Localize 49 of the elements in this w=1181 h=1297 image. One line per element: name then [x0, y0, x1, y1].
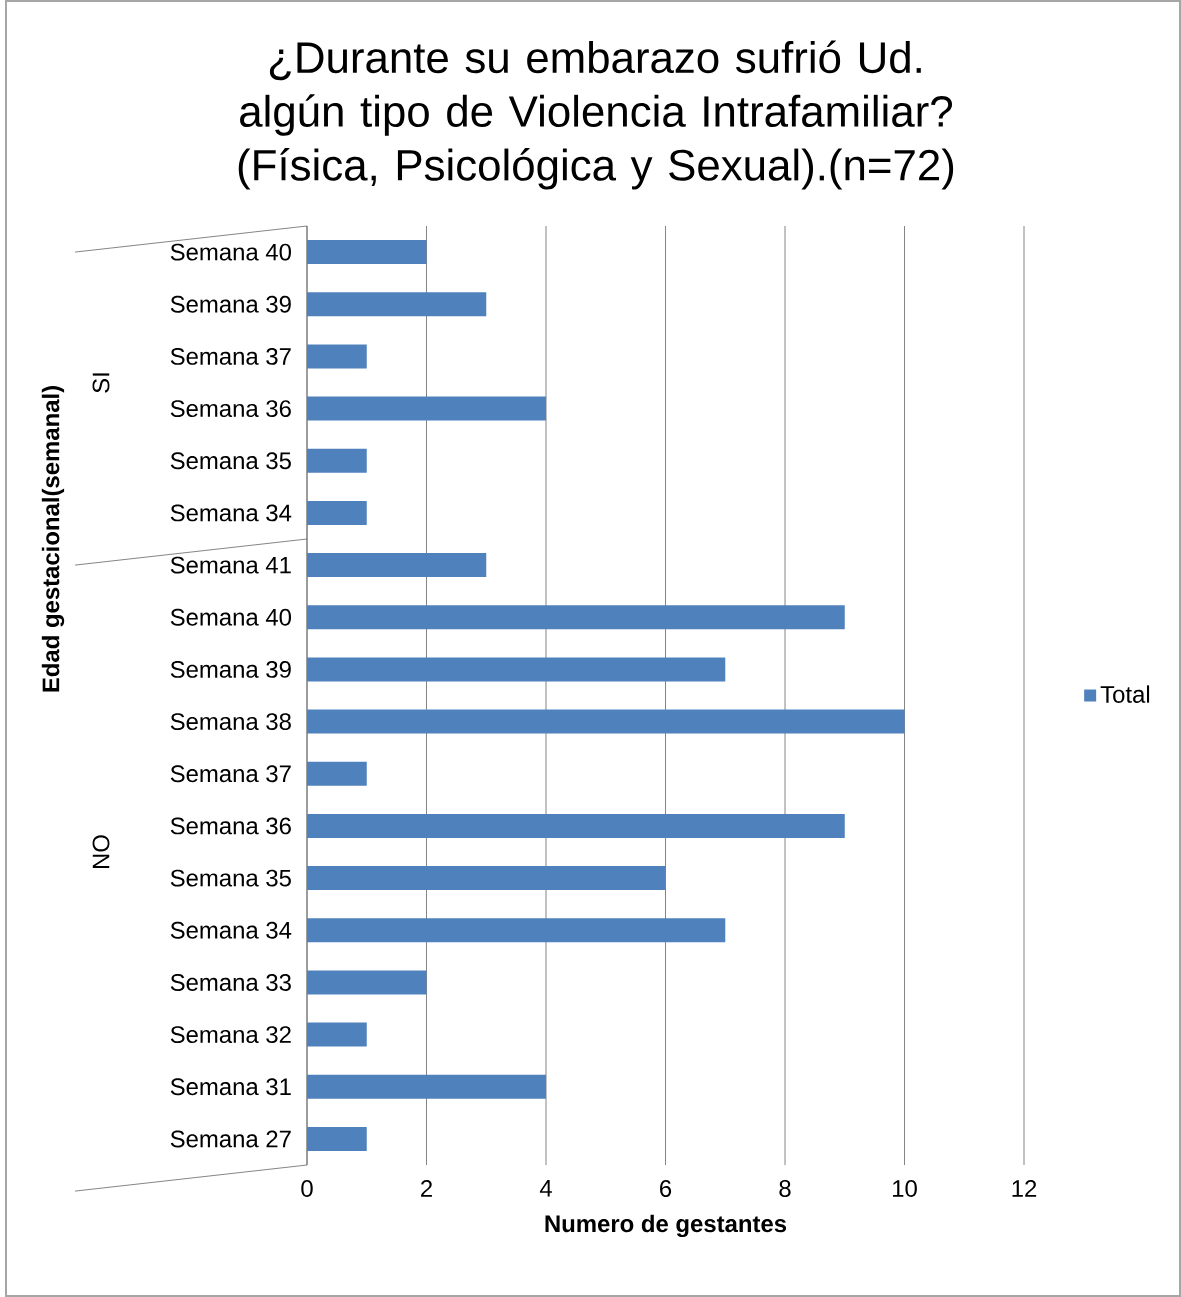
- bar: [307, 292, 487, 317]
- bar: [307, 1022, 367, 1047]
- y-tick-label: Semana 32: [170, 1026, 291, 1044]
- bar: [307, 448, 367, 473]
- y-tick-label: Semana 37: [170, 765, 291, 783]
- x-tick-label: 8: [779, 1180, 791, 1197]
- y-tick-label: Semana 40: [170, 243, 291, 261]
- chart-title: ¿Durante su embarazo sufrió Ud. algún tipo de Violencia Intrafamiliar? (Física, Psicológica y Sexual).(n=72): [238, 40, 954, 190]
- bar: [307, 866, 666, 891]
- x-tick-label: 10: [893, 1180, 917, 1197]
- x-tick-label: 4: [539, 1180, 552, 1197]
- text: NO: [92, 835, 110, 868]
- legend-label: Total: [1100, 685, 1150, 703]
- y-tick-label: Semana 40: [170, 608, 291, 626]
- y-tick-label: Semana 33: [170, 973, 291, 991]
- bar: [307, 970, 427, 995]
- text: SI: [92, 373, 110, 393]
- bar: [307, 813, 845, 838]
- bar: [307, 344, 367, 369]
- y-tick-label: Semana 36: [170, 400, 291, 418]
- y-axis-title: Edad gestacional(semanal): [41, 386, 65, 692]
- bar: [307, 553, 487, 578]
- bar: [307, 500, 367, 525]
- y-tick-label: Semana 41: [170, 556, 291, 574]
- bar: [307, 709, 905, 734]
- y-tick-label: Semana 38: [170, 713, 291, 731]
- y-tick-label: Semana 37: [170, 347, 291, 365]
- y-tick-label: Semana 27: [170, 1130, 291, 1148]
- bar: [307, 761, 367, 786]
- bar: [307, 240, 427, 265]
- x-tick-label: 2: [421, 1180, 432, 1197]
- y-tick-label: Semana 35: [170, 869, 291, 887]
- y-tick-label: Semana 39: [170, 295, 291, 313]
- y-tick-label: Semana 35: [170, 452, 291, 470]
- bar: [307, 1126, 367, 1151]
- y-tick-label: Semana 39: [170, 660, 291, 678]
- x-axis-title: Numero de gestantes: [545, 1214, 787, 1238]
- bar: [307, 605, 845, 630]
- y-tick-label: Semana 34: [170, 921, 292, 939]
- x-tick-label: 0: [301, 1180, 313, 1197]
- x-tick-label: 6: [660, 1180, 672, 1197]
- x-tick-label: 12: [1012, 1180, 1037, 1197]
- bar: [307, 657, 726, 682]
- y-tick-label: Semana 31: [170, 1078, 291, 1096]
- bar: [307, 918, 726, 943]
- bar: [307, 396, 547, 421]
- y-tick-label: Semana 36: [170, 817, 291, 835]
- y-tick-label: Semana 34: [170, 504, 292, 522]
- bar: [307, 1074, 547, 1099]
